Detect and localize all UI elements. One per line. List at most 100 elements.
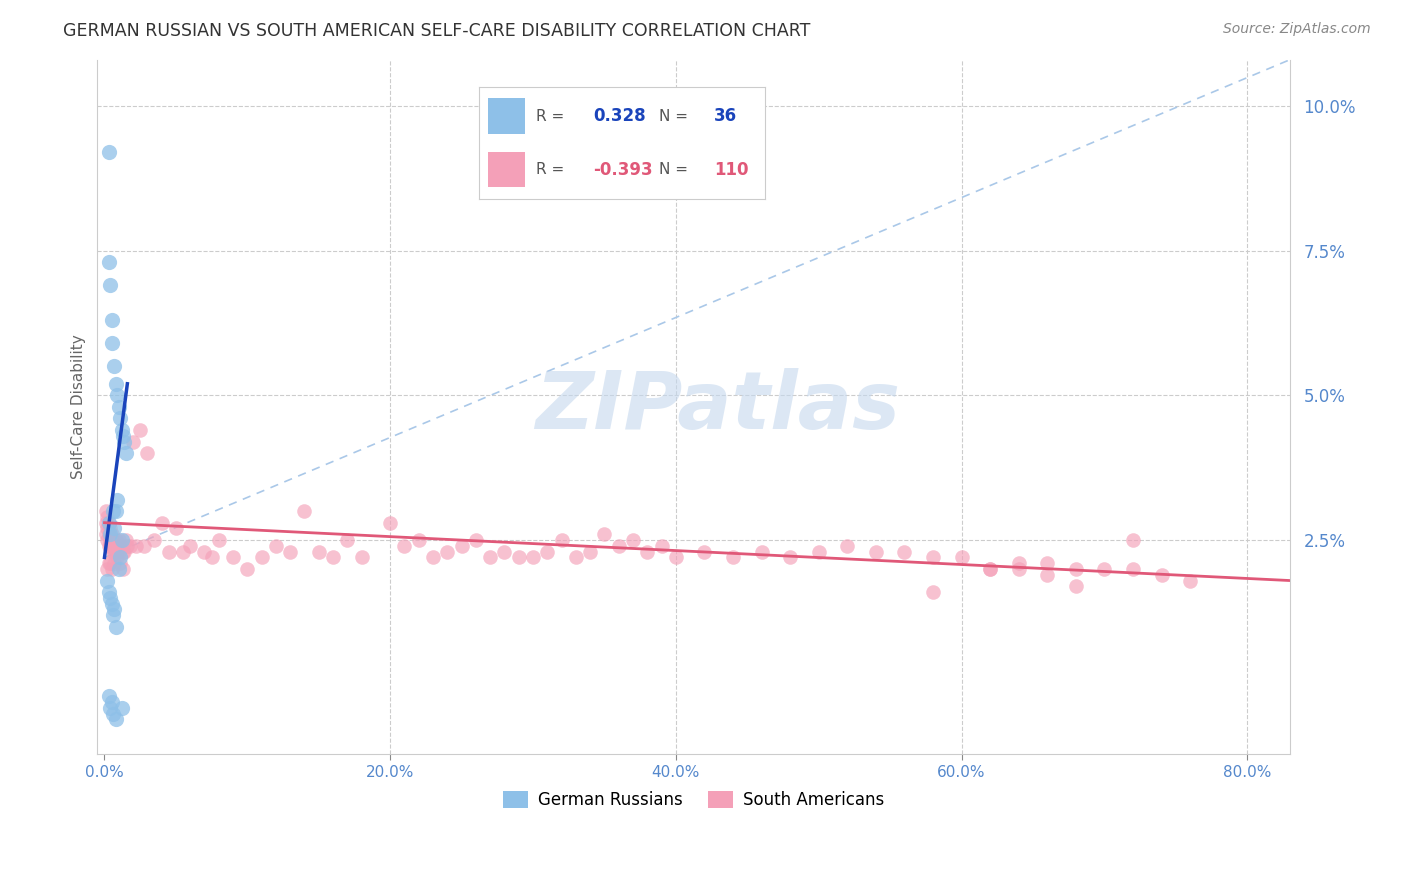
Point (94, 504, 117, 518)
Point (1150, 567, 1173, 582)
Point (101, 608, 124, 623)
Point (101, 533, 124, 547)
Point (579, 544, 602, 558)
Point (150, 516, 173, 530)
Point (264, 539, 287, 553)
Point (97, 585, 120, 599)
Point (107, 533, 129, 547)
Point (114, 544, 136, 558)
Point (893, 544, 915, 558)
Point (115, 446, 138, 460)
Point (100, 336, 122, 351)
Point (97, 145, 120, 160)
Point (508, 550, 530, 565)
Point (103, 521, 125, 535)
Point (136, 446, 159, 460)
Point (105, 539, 128, 553)
Point (98, 556, 121, 570)
Point (103, 359, 125, 374)
Point (143, 533, 166, 547)
Point (97, 516, 120, 530)
Point (193, 544, 215, 558)
Point (107, 562, 129, 576)
Point (100, 533, 122, 547)
Point (837, 539, 859, 553)
Point (104, 533, 127, 547)
Point (865, 544, 887, 558)
Point (105, 544, 128, 558)
Point (107, 539, 129, 553)
Point (172, 544, 194, 558)
Point (1178, 574, 1201, 588)
Point (94, 516, 117, 530)
Text: GERMAN RUSSIAN VS SOUTH AMERICAN SELF-CARE DISABILITY CORRELATION CHART: GERMAN RUSSIAN VS SOUTH AMERICAN SELF-CA… (63, 22, 811, 40)
Point (103, 544, 125, 558)
Point (494, 544, 516, 558)
Point (479, 550, 502, 565)
Point (97, 539, 120, 553)
Point (236, 562, 259, 576)
Point (394, 539, 416, 553)
Legend: German Russians, South Americans: German Russians, South Americans (496, 784, 891, 815)
Point (104, 713, 127, 727)
Point (104, 376, 127, 391)
Point (104, 544, 127, 558)
Point (111, 533, 134, 547)
Point (1008, 562, 1031, 576)
Point (115, 533, 138, 547)
Point (129, 423, 152, 437)
Point (550, 533, 572, 547)
Point (98, 591, 121, 605)
Point (721, 550, 744, 565)
Point (100, 313, 122, 327)
Point (1122, 562, 1144, 576)
Point (607, 539, 630, 553)
Point (125, 539, 148, 553)
Point (222, 550, 245, 565)
Point (208, 533, 231, 547)
Point (98, 701, 121, 715)
Point (108, 556, 131, 570)
Point (105, 550, 128, 565)
Point (112, 429, 135, 443)
Point (98, 521, 121, 535)
Point (111, 539, 134, 553)
Point (104, 504, 127, 518)
Point (101, 539, 124, 553)
Point (101, 504, 124, 518)
Point (96, 562, 118, 576)
Point (350, 550, 373, 565)
Point (111, 423, 134, 437)
Point (422, 550, 444, 565)
Point (112, 562, 135, 576)
Point (179, 539, 201, 553)
Point (157, 544, 180, 558)
Point (98, 278, 121, 293)
Point (450, 539, 472, 553)
Point (693, 544, 716, 558)
Point (1064, 562, 1087, 576)
Point (308, 544, 330, 558)
Point (779, 550, 801, 565)
Point (165, 521, 187, 535)
Point (97, 690, 120, 704)
Point (651, 539, 673, 553)
Point (97, 556, 120, 570)
Point (665, 550, 688, 565)
Point (98, 533, 121, 547)
Point (979, 562, 1001, 576)
Point (278, 544, 301, 558)
Point (950, 550, 973, 565)
Point (114, 434, 136, 449)
Point (100, 527, 122, 541)
Point (97, 527, 120, 541)
Point (100, 597, 122, 611)
Point (751, 544, 773, 558)
Point (108, 411, 131, 425)
Point (101, 544, 124, 558)
Point (922, 585, 945, 599)
Point (134, 539, 156, 553)
Point (100, 695, 122, 709)
Point (565, 550, 588, 565)
Point (97, 255, 120, 269)
